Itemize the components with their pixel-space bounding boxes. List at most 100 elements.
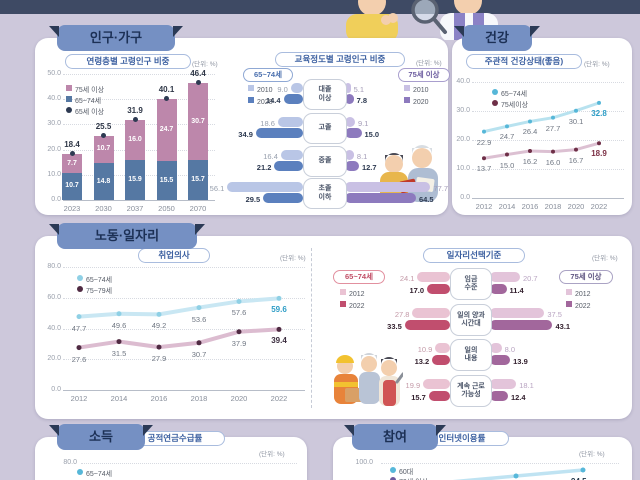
point-value-label: 94.5	[571, 477, 587, 480]
point-value-label: 57.6	[231, 308, 247, 318]
y-axis-tick-label: 20.0	[47, 145, 61, 153]
x-axis-label: 2037	[126, 204, 144, 213]
legend-item: 2022	[566, 301, 591, 313]
legend-item: 65~74세	[66, 96, 101, 107]
line-60s	[452, 468, 585, 480]
gridline	[63, 359, 305, 361]
x-axis-label: 2014	[110, 394, 128, 403]
legend-swatch-square	[340, 289, 346, 295]
legend-label: 2022	[575, 303, 591, 310]
value-label-2010: 18.6	[260, 118, 275, 128]
legend-item: 75세이상	[492, 100, 528, 111]
legend-item: 2012	[340, 289, 365, 301]
legend-item: 2010	[404, 85, 429, 97]
point-value-label: 53.6	[191, 314, 207, 324]
legend-label: 2010	[257, 87, 273, 94]
legend-item: 65~74세	[492, 89, 527, 100]
section-tab-labor: 노동·일자리	[49, 223, 205, 249]
legend-item: 2022	[340, 301, 365, 313]
total-marker-dot	[195, 80, 201, 86]
legend-swatch-dot	[390, 477, 396, 480]
point-value-label: 47.7	[71, 323, 87, 333]
marker-60s	[513, 473, 519, 479]
pension-chart: 80.0 65~74세	[35, 437, 307, 480]
gridline	[472, 140, 624, 141]
point-value-label: 27.7	[545, 123, 561, 133]
butterfly-bar-2020	[345, 128, 362, 138]
legend-swatch-dot	[66, 107, 72, 113]
x-axis-label: 2050	[158, 204, 175, 213]
x-axis-label: 2012	[475, 202, 493, 211]
marker-65~74세	[528, 119, 532, 124]
section-tab-population: 인구·가구	[49, 25, 183, 51]
y-axis-tick-label: 40.0	[456, 78, 470, 85]
legend-label: 65세 이상	[75, 109, 105, 116]
marker-65~74세	[76, 314, 82, 320]
section-tab-health-label: 건강	[485, 30, 509, 45]
total-value-label: 46.4	[190, 69, 206, 79]
value-label-2020: 34.9	[238, 129, 253, 139]
section-tab-income: 소득	[49, 424, 153, 450]
value-label-2012: 20.7	[523, 273, 538, 283]
butterfly-bar-2020	[345, 161, 359, 171]
line-series	[76, 295, 282, 351]
butterfly-bar-2010	[345, 83, 351, 93]
legend-swatch-square	[66, 85, 72, 91]
butterfly-bar-2012	[490, 343, 502, 353]
category-pill: 일의 양과 시간대	[450, 304, 492, 336]
value-label-2020: 29.5	[245, 194, 261, 204]
gridline	[63, 328, 305, 330]
butterfly-bar-2010	[345, 182, 431, 192]
x-axis-label: 2014	[498, 202, 516, 211]
value-label-2022: 17.0	[409, 285, 425, 295]
chart-title-age-share: 연령층별 고령인구 비중	[65, 54, 191, 69]
health-status-chart: 40.0 30.0 20.0 10.0 0.0 22.9 24.7 26.4 27.7 30.1 3…	[452, 38, 632, 215]
value-label-2010: 16.4	[263, 151, 278, 161]
marker-65~74세	[551, 115, 555, 120]
category-pill: 일의 내용	[450, 339, 492, 371]
butterfly-bar-2022	[490, 355, 511, 365]
point-value-label: 39.4	[271, 336, 287, 346]
legend-swatch-dot	[390, 467, 396, 473]
chart-title-work-intention: 취업의사	[138, 248, 210, 263]
butterfly-bar-2012	[490, 308, 545, 318]
section-tab-health: 건강	[454, 25, 540, 51]
section-tab-income-label: 소득	[89, 429, 113, 444]
gridline	[63, 297, 305, 299]
value-label-2010: 56.1	[209, 183, 225, 193]
value-label-2020: 15.0	[364, 129, 380, 139]
legend-swatch-dot	[492, 100, 498, 106]
legend-item: 2020	[404, 97, 429, 109]
legend-label: 65~74세	[75, 98, 102, 105]
x-axis-label: 2016	[521, 202, 539, 211]
point-value-label: 22.9	[476, 137, 492, 147]
total-value-label: 25.5	[95, 121, 112, 131]
value-label-2020: 64.5	[418, 194, 434, 204]
line-75~79세	[77, 327, 281, 350]
construction-workers-illustration	[334, 353, 403, 406]
y-axis-tick-label: 30.0	[456, 107, 470, 114]
category-pill: 고졸	[303, 113, 347, 144]
legend-item: 75~79세	[77, 286, 112, 297]
value-label-2010: 5.1	[353, 84, 365, 94]
gridline	[381, 463, 619, 464]
point-value-label: 30.7	[191, 349, 207, 359]
y-axis-tick-label: 80.0	[47, 263, 61, 270]
unit-label-work-intention: (단위: %)	[280, 255, 306, 262]
marker-75세이상	[551, 149, 555, 154]
marker-65~74세	[505, 124, 509, 129]
butterfly-bar-2022	[490, 391, 508, 401]
value-label-2012: 37.5	[547, 309, 562, 319]
section-tab-population-label: 인구·가구	[89, 30, 143, 45]
value-label-2022: 11.4	[509, 285, 524, 295]
point-value-label: 59.6	[271, 305, 287, 315]
total-marker-dot	[132, 116, 138, 122]
gridline	[472, 82, 624, 83]
legend-label: 65~74세	[501, 91, 528, 98]
legend-item: 2010	[248, 85, 273, 97]
legend-swatch-square	[404, 85, 410, 91]
butterfly-bar-2010	[277, 117, 303, 127]
unit-label-job-criteria: (단위: %)	[592, 255, 618, 262]
point-value-label: 49.2	[151, 321, 167, 331]
point-value-label: 16.2	[522, 157, 538, 167]
